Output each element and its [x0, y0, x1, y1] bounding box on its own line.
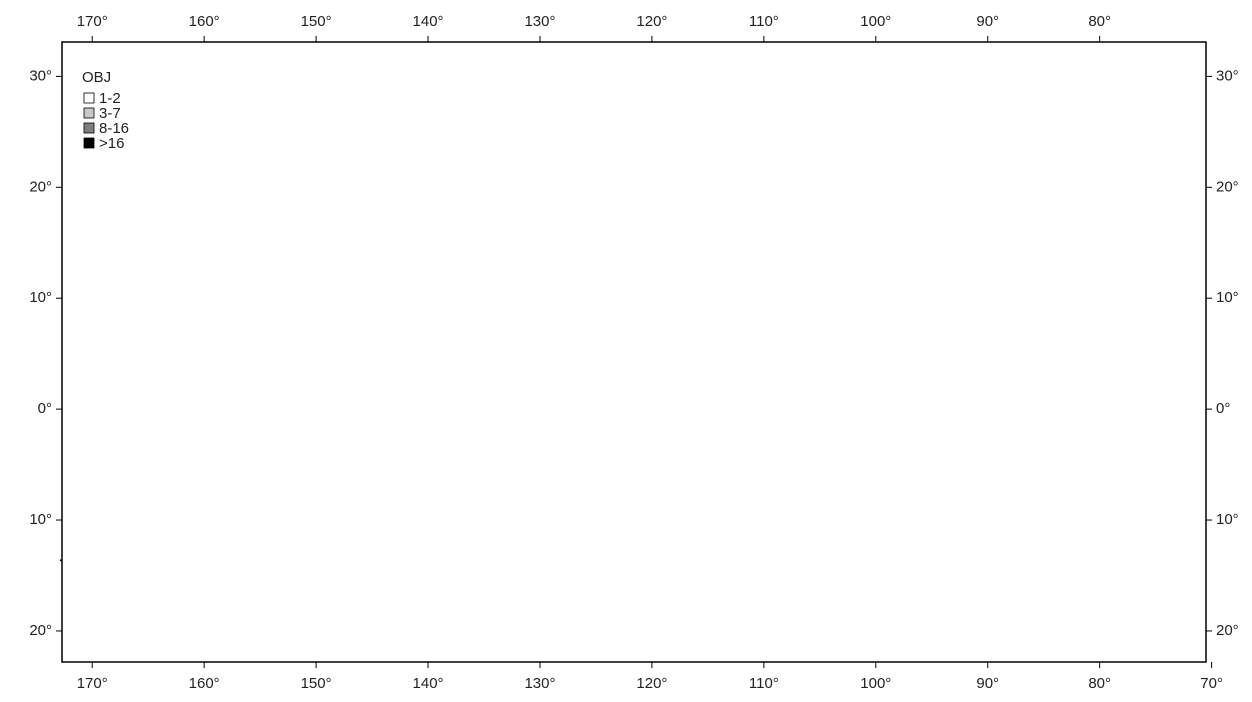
- x-tick-label: 140°: [413, 675, 444, 692]
- y-tick-label-right: 30°: [1216, 67, 1239, 84]
- y-tick-label: 20°: [29, 622, 52, 639]
- x-tick-label-top: 80°: [1088, 13, 1111, 30]
- x-tick-label: 120°: [636, 675, 667, 692]
- legend-label: >16: [99, 135, 124, 152]
- x-tick-label: 70°: [1200, 675, 1223, 692]
- y-tick-label-right: 10°: [1216, 511, 1239, 528]
- legend-title: OBJ: [82, 69, 111, 86]
- x-tick-label-top: 170°: [77, 13, 108, 30]
- map-frame: [61, 41, 1207, 663]
- x-tick-label: 130°: [524, 675, 555, 692]
- y-tick-label-right: 20°: [1216, 178, 1239, 195]
- x-tick-label: 80°: [1088, 675, 1111, 692]
- y-tick-label: 30°: [29, 67, 52, 84]
- x-tick-label-top: 120°: [636, 13, 667, 30]
- x-tick-label-top: 100°: [860, 13, 891, 30]
- legend-swatch: [83, 122, 95, 134]
- y-tick-label: 0°: [38, 400, 52, 417]
- legend-label: 3-7: [99, 105, 121, 122]
- x-tick-label: 100°: [860, 675, 891, 692]
- legend: OBJ 1-23-78-16>16: [82, 69, 129, 152]
- y-tick-label: 10°: [29, 289, 52, 306]
- x-tick-label-top: 150°: [301, 13, 332, 30]
- legend-swatch: [83, 107, 95, 119]
- legend-label: 1-2: [99, 90, 121, 107]
- x-tick-label: 110°: [749, 675, 779, 692]
- legend-swatch: [83, 137, 95, 149]
- x-tick-label-top: 160°: [189, 13, 220, 30]
- x-tick-label-top: 110°: [749, 13, 779, 30]
- y-tick-label-right: 20°: [1216, 622, 1239, 639]
- y-tick-label: 20°: [29, 178, 52, 195]
- legend-label: 8-16: [99, 120, 129, 137]
- y-tick-label-right: 10°: [1216, 289, 1239, 306]
- x-tick-label-top: 140°: [413, 13, 444, 30]
- x-tick-label: 90°: [976, 675, 999, 692]
- x-tick-label: 170°: [77, 675, 108, 692]
- x-tick-label: 160°: [189, 675, 220, 692]
- y-tick-label-right: 0°: [1216, 400, 1230, 417]
- x-tick-label-top: 90°: [976, 13, 999, 30]
- legend-swatch: [83, 92, 95, 104]
- x-tick-label: 150°: [301, 675, 332, 692]
- y-tick-label: 10°: [29, 511, 52, 528]
- x-tick-label-top: 130°: [524, 13, 555, 30]
